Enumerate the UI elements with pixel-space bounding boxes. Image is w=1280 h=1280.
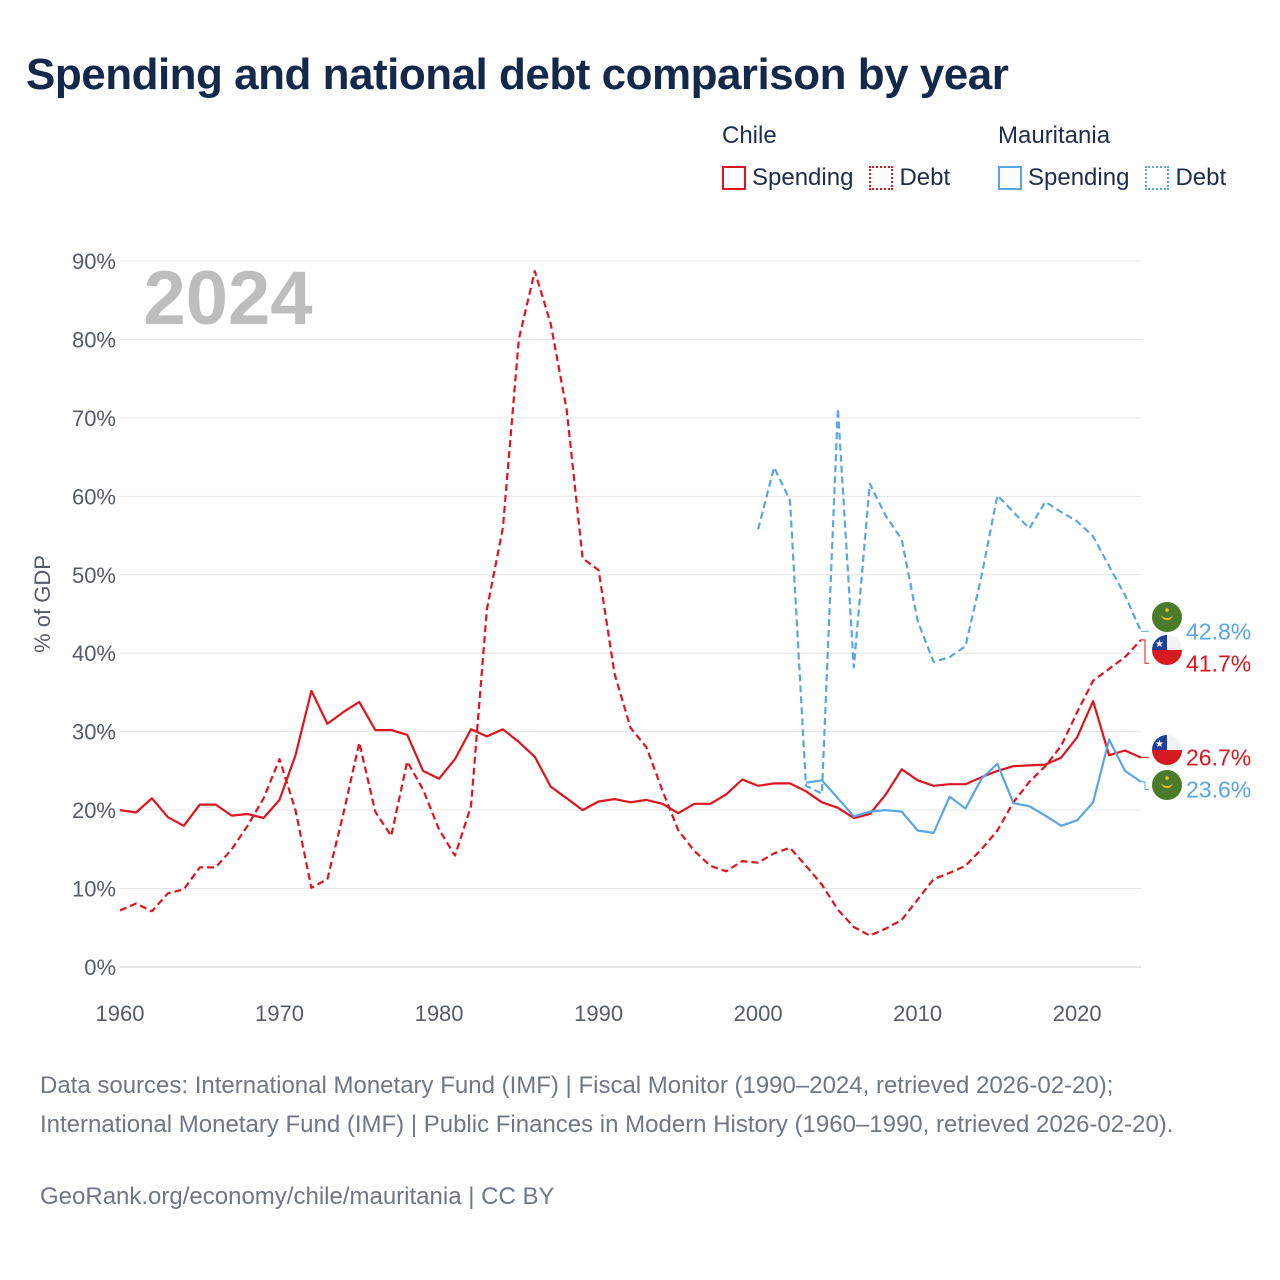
legend-group-chile: Chile Spending Debt <box>722 122 966 192</box>
y-tick-label: 70% <box>72 406 116 431</box>
x-tick-label: 2020 <box>1053 1001 1102 1026</box>
y-tick-label: 20% <box>72 798 116 823</box>
legend-item-chile-spending[interactable]: Spending <box>722 164 853 192</box>
legend-swatch-chile-debt <box>869 166 894 190</box>
mauritania-flag-icon <box>1152 602 1182 632</box>
mauritania-flag-icon <box>1152 770 1182 800</box>
x-tick-label: 2000 <box>734 1001 783 1026</box>
legend-item-mauritania-spending[interactable]: Spending <box>998 164 1129 192</box>
page-title: Spending and national debt comparison by… <box>26 50 1009 99</box>
chile-flag-icon: ★ <box>1152 635 1182 665</box>
data-sources: Data sources: International Monetary Fun… <box>40 1072 1174 1138</box>
legend-country-mauritania: Mauritania <box>998 122 1111 149</box>
legend-country-chile: Chile <box>722 122 777 149</box>
series-line-chile-spending[interactable] <box>119 689 1142 827</box>
end-value-label: 26.7% <box>1186 745 1251 771</box>
x-tick-label: 1960 <box>96 1001 145 1026</box>
legend-swatch-mauritania-spending <box>998 166 1022 190</box>
x-tick-label: 1980 <box>415 1001 464 1026</box>
x-tick-label: 1990 <box>574 1001 623 1026</box>
end-value-label: 41.7% <box>1186 650 1251 676</box>
x-tick-label: 1970 <box>255 1001 304 1026</box>
legend-label-chile-debt: Debt <box>899 164 951 191</box>
end-value-label: 42.8% <box>1186 618 1251 644</box>
y-tick-label: 30% <box>72 720 116 745</box>
y-tick-label: 80% <box>72 327 116 352</box>
legend-label-chile-spending: Spending <box>752 164 854 191</box>
x-tick-label: 2010 <box>893 1001 942 1026</box>
series-line-mauritania-spending[interactable] <box>805 738 1142 835</box>
y-tick-label: 0% <box>84 955 116 980</box>
chile-flag-icon: ★ <box>1152 735 1182 765</box>
svg-text:★: ★ <box>1155 639 1164 650</box>
y-axis-label: % of GDP <box>30 555 55 653</box>
svg-text:★: ★ <box>1155 739 1164 750</box>
series-line-chile-debt[interactable] <box>119 270 1142 937</box>
y-tick-label: 40% <box>72 641 116 666</box>
end-label-connector <box>1141 639 1149 664</box>
y-tick-label: 10% <box>72 877 116 902</box>
year-watermark: 2024 <box>143 256 312 341</box>
legend-label-mauritania-debt: Debt <box>1175 164 1227 191</box>
credit-link[interactable]: GeoRank.org/economy/chile/mauritania | C… <box>40 1183 555 1210</box>
legend-item-chile-debt[interactable]: Debt <box>869 164 950 192</box>
legend-swatch-chile-spending <box>722 166 746 190</box>
series-line-mauritania-debt[interactable] <box>757 407 1143 795</box>
y-tick-label: 60% <box>72 484 116 509</box>
legend-group-mauritania: Mauritania Spending Debt <box>998 122 1242 192</box>
y-tick-label: 50% <box>72 563 116 588</box>
line-chart: 0% 10% 20% 30% 40% 50% 60% 70% 80% 90% 1960 1970 19… <box>30 249 1251 1026</box>
end-label-connector <box>1141 781 1149 791</box>
legend-label-mauritania-spending: Spending <box>1028 164 1130 191</box>
y-tick-label: 90% <box>72 249 116 274</box>
end-value-label: 23.6% <box>1186 777 1251 803</box>
legend-swatch-mauritania-debt <box>1145 166 1170 190</box>
legend-item-mauritania-debt[interactable]: Debt <box>1145 164 1226 192</box>
